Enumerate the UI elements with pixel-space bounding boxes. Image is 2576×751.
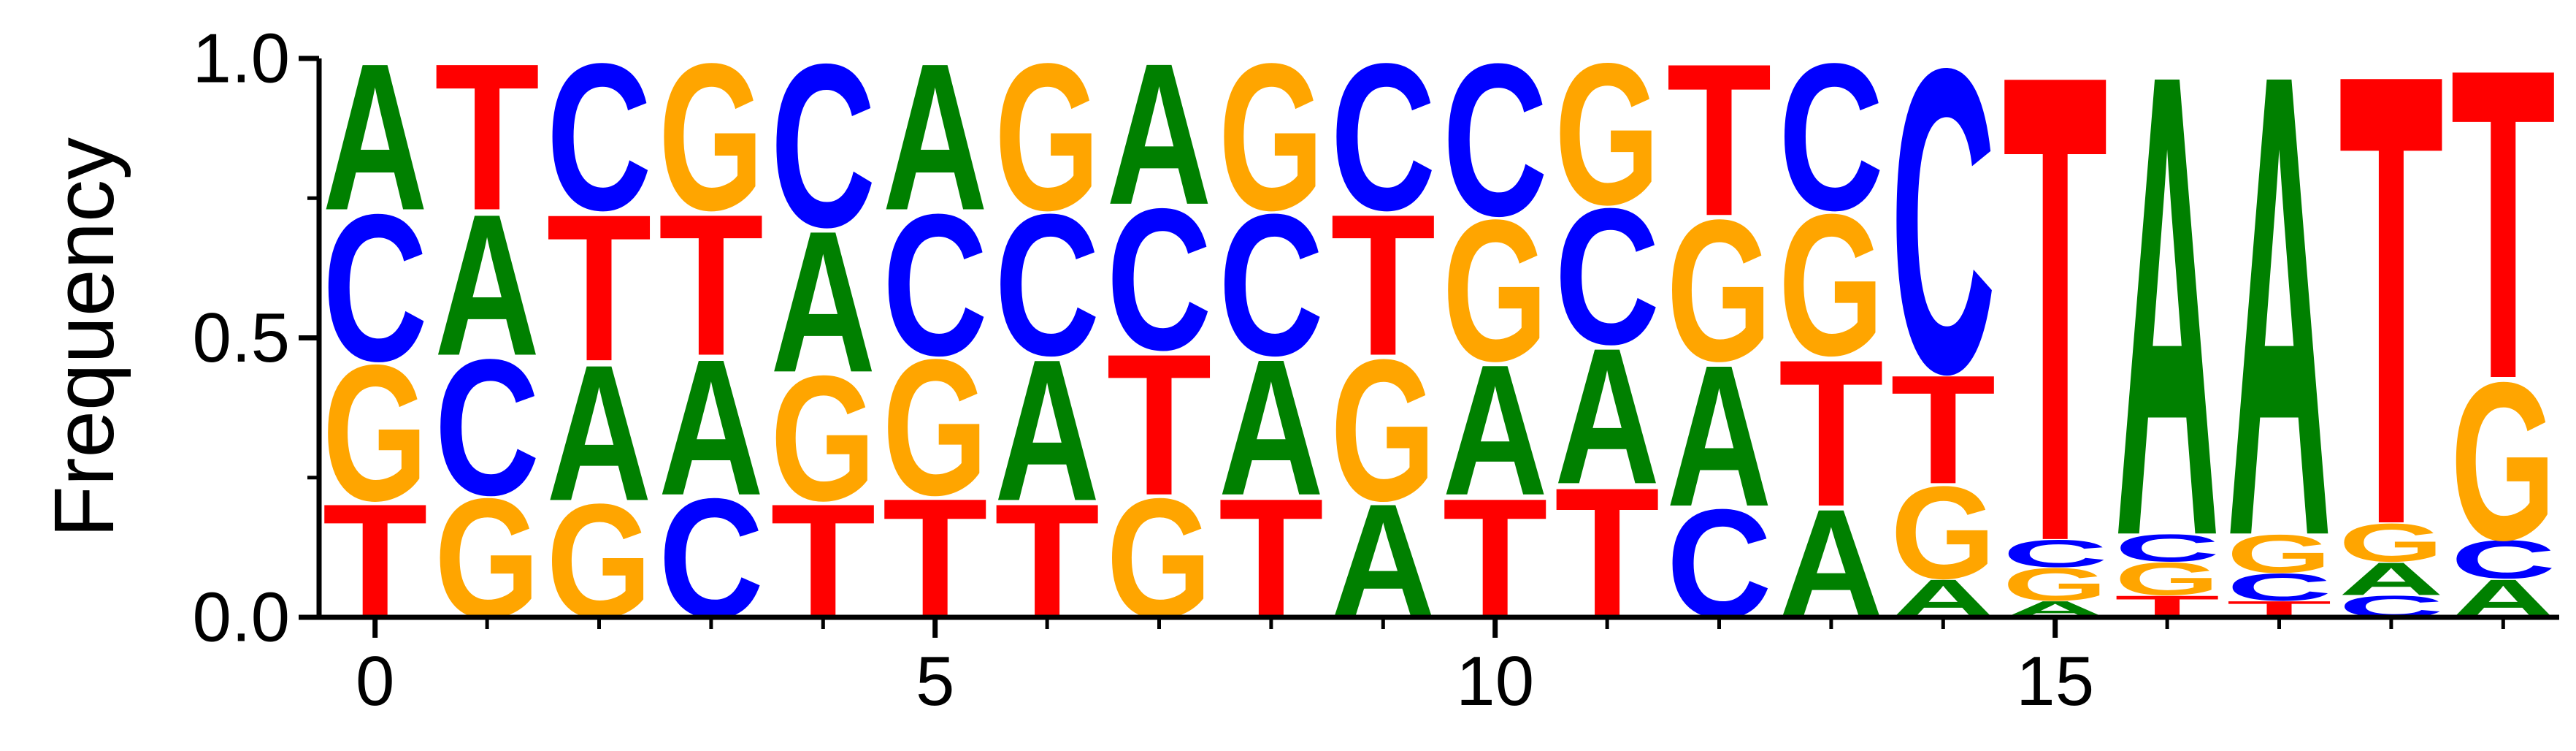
logo-letter-t-pos-15: T [2003,0,2108,681]
logo-letter-c-pos-13: C [1779,20,1884,254]
logo-letter-c-pos-19: C [2450,529,2556,590]
x-tick-label: 10 [1456,642,1534,720]
logo-letter-t-pos-18: T [2339,0,2444,659]
logo-letter-t-pos-3: T [659,172,764,398]
logo-letter-a-pos-17: A [2226,0,2331,674]
logo-letter-c-pos-16: C [2115,526,2220,569]
logo-letter-t-pos-12: T [1666,18,1771,261]
logo-letter-c-pos-10: C [1443,18,1548,261]
logo-letter-c-pos-8: C [1219,173,1324,398]
y-tick-label: 0.0 [193,579,290,657]
logo-letter-c-pos-9: C [1330,20,1435,254]
logo-letter-a-pos-2: A [546,324,651,541]
logo-letter-g-pos-16: G [2115,553,2220,605]
logo-letter-g-pos-0: G [323,324,428,541]
logo-letter-c-pos-11: C [1555,167,1660,384]
x-tick-label: 0 [356,642,394,720]
logo-letter-c-pos-7: C [1106,167,1211,392]
logo-letter-g-pos-11: G [1555,21,1660,247]
logo-letter-g-pos-18: G [2339,512,2444,573]
logo-letter-g-pos-12: G [1666,178,1771,403]
logo-letter-c-pos-15: C [2003,532,2108,575]
logo-letter-g-pos-10: G [1443,178,1548,403]
logo-letter-g-pos-9: G [1330,317,1435,543]
logo-letter-a-pos-0: A [323,20,428,254]
logo-letter-a-pos-1: A [434,173,540,398]
logo-letter-a-pos-7: A [1106,22,1211,247]
logo-letter-c-pos-1: C [434,319,540,535]
x-tick-label: 15 [2016,642,2094,720]
logo-letter-c-pos-17: C [2226,565,2331,609]
logo-letter-g-pos-14: G [1890,459,1996,606]
logo-letter-a-pos-6: A [994,319,1100,544]
logo-letter-g-pos-19: G [2450,335,2556,587]
axes [316,58,2559,620]
logo-letter-g-pos-4: G [770,339,875,538]
logo-letter-a-pos-4: A [770,190,875,415]
logo-letter-a-pos-16: A [2115,0,2220,674]
logo-letter-c-pos-2: C [546,20,651,254]
logo-letter-a-pos-8: A [1219,319,1324,535]
ticks: 0.0 0.5 1.0 0 5 10 15 [193,20,2505,720]
logo-letter-t-pos-1: T [434,20,540,254]
logo-letter-t-pos-9: T [1330,172,1435,398]
logo-letter-a-pos-5: A [883,20,988,254]
logo-letter-c-pos-4: C [770,16,875,276]
logo-letter-c-pos-0: C [323,171,428,405]
logo-letter-g-pos-17: G [2226,523,2331,584]
logo-letter-c-pos-5: C [883,173,988,398]
logo-letter-g-pos-13: G [1779,172,1884,397]
logo-letter-g-pos-15: G [2003,559,2108,611]
logo-letter-g-pos-6: G [994,20,1100,255]
logo-letter-t-pos-7: T [1106,312,1211,538]
logo-letter-c-pos-6: C [994,173,1100,398]
logo-letter-g-pos-3: G [659,20,764,255]
logo-letter-g-pos-5: G [883,319,988,536]
logo-letter-t-pos-2: T [546,170,651,405]
logo-letter-t-pos-14: T [1890,343,1996,516]
logo-letter-t-pos-13: T [1779,316,1884,550]
logo-letter-c-pos-14: C [1890,0,1996,465]
y-axis-label: Frequency [37,137,131,538]
y-tick-label: 1.0 [193,20,290,98]
logo-letter-a-pos-3: A [659,319,764,535]
logo-letter-a-pos-11: A [1555,308,1660,525]
y-tick-label: 0.5 [193,299,290,377]
logo-letter-a-pos-10: A [1443,326,1548,534]
logo-letter-a-pos-12: A [1666,324,1771,549]
logo-letters: TGCAGCATGATCCATGTGACTGCATACGGTCATACGAGTC… [323,0,2556,681]
logo-letter-t-pos-19: T [2450,0,2556,471]
x-tick-label: 5 [916,642,954,720]
logo-letter-g-pos-8: G [1219,20,1324,255]
logo-letter-a-pos-18: A [2339,553,2444,605]
